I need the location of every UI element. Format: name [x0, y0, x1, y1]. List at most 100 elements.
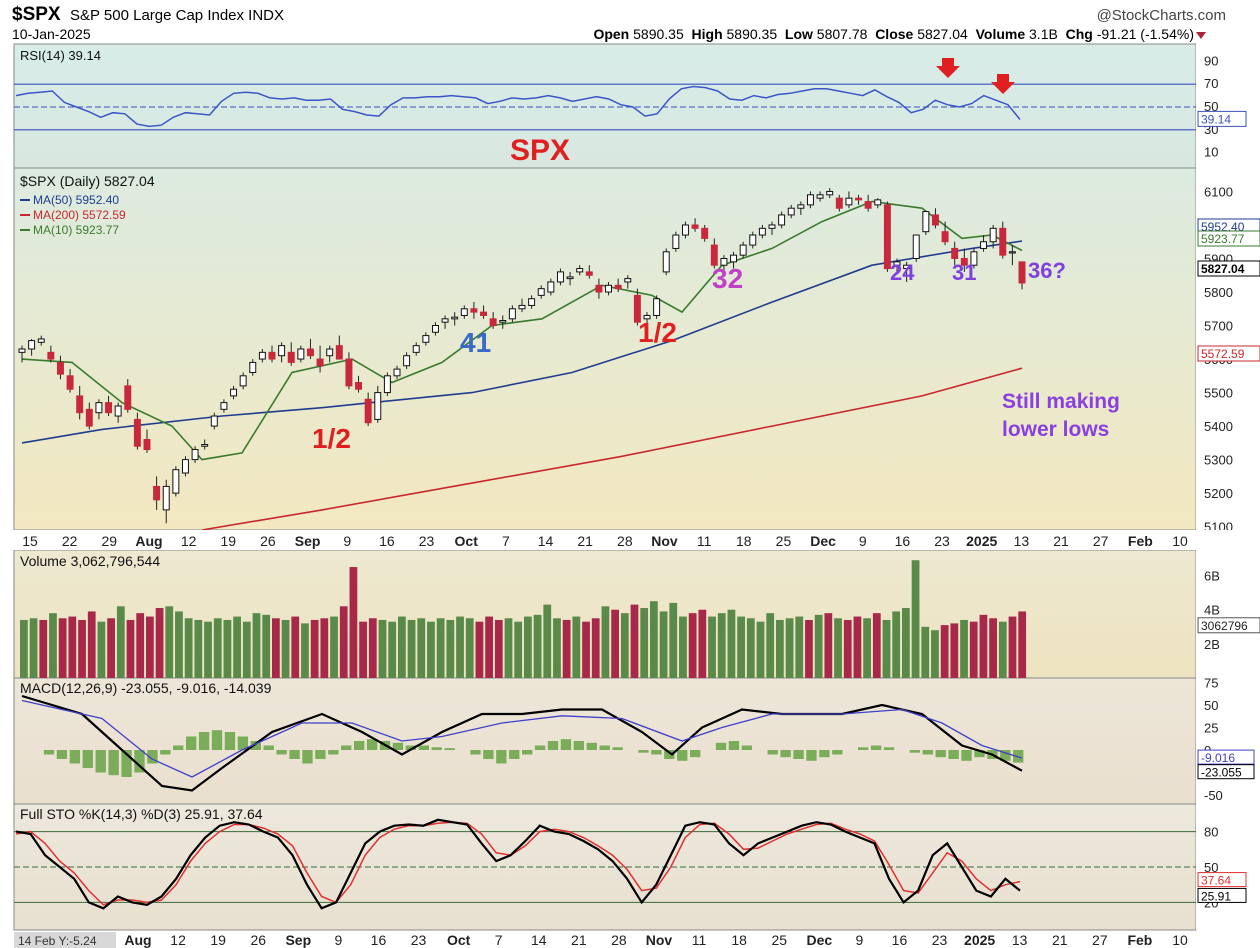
macd-title: MACD(12,26,9) -23.055, -9.016, -14.039	[20, 680, 272, 696]
candle-body	[412, 345, 420, 353]
volume-bar	[756, 621, 765, 678]
candle-body	[326, 348, 334, 357]
macd-histogram-bar	[793, 750, 804, 759]
candle-body	[489, 318, 497, 327]
volume-bar	[572, 616, 581, 678]
candle-body	[672, 234, 680, 249]
rsi-tick-label: 50	[1204, 99, 1218, 114]
candle-body	[864, 201, 872, 209]
candle-body	[730, 254, 738, 263]
volume-bar	[727, 609, 736, 678]
macd-histogram-bar	[211, 730, 223, 750]
macd-histogram-bar	[95, 750, 106, 773]
sto-tick-label: 50	[1204, 860, 1218, 875]
annotation-text: SPX	[510, 134, 570, 167]
candle-body	[172, 469, 180, 494]
volume-bar	[368, 618, 377, 678]
volume-bar	[679, 616, 687, 678]
volume-bar	[998, 621, 1007, 678]
candle-body	[210, 415, 218, 427]
candle-body	[816, 194, 824, 199]
macd-histogram-bar	[69, 750, 81, 764]
candle-body	[278, 345, 286, 357]
candle-body	[999, 227, 1007, 256]
sto-tick-label: 80	[1204, 825, 1218, 840]
rsi-last-value-box	[1197, 110, 1247, 127]
volume-bar	[58, 618, 67, 678]
volume-bar	[320, 618, 329, 678]
candle-body	[268, 351, 276, 360]
volume-bar	[650, 601, 658, 678]
volume-bar	[872, 613, 881, 678]
candle-body	[345, 358, 353, 387]
volume-bar	[737, 616, 745, 678]
volume-bar	[378, 619, 387, 678]
x-tick-label-top: 21	[577, 533, 593, 549]
moving-average-line	[201, 367, 1023, 531]
candle-body	[124, 385, 132, 410]
volume-bar	[911, 560, 920, 678]
volume-bar	[708, 616, 716, 678]
price-tick-label: 6100	[1204, 184, 1233, 199]
candle-body	[778, 214, 786, 226]
macd-histogram-bar	[522, 750, 533, 755]
x-tick-label-bottom: 11	[692, 932, 707, 948]
x-tick-label-top: 12	[181, 533, 197, 549]
high-value: 5890.35	[726, 26, 778, 42]
sto-last-value-box	[1197, 872, 1247, 888]
macd-histogram-bar	[1000, 750, 1011, 761]
candle-body	[95, 402, 103, 414]
candle-body	[768, 224, 776, 229]
volume-bar	[717, 613, 726, 678]
volume-bar	[388, 621, 397, 678]
candle-body	[403, 355, 411, 367]
candle-body	[114, 405, 122, 417]
candle-body	[47, 351, 55, 360]
macd-histogram-bar	[767, 750, 778, 755]
x-tick-label-bottom: 7	[495, 932, 503, 948]
red-down-arrow-icon	[991, 74, 1015, 94]
macd-histogram-bar	[819, 750, 830, 758]
x-tick-label-bottom: 12	[170, 932, 186, 948]
annotation-text: 1/2	[638, 317, 677, 348]
candle-body	[316, 358, 324, 367]
brand-watermark: @StockCharts.com	[1096, 7, 1226, 24]
volume-bar	[155, 608, 164, 678]
x-tick-label-bottom: 14	[531, 932, 547, 948]
candle-body	[28, 340, 36, 350]
macd-histogram-bar	[509, 750, 520, 759]
macd-histogram-bar	[547, 741, 559, 750]
x-tick-label-top: 28	[617, 533, 633, 549]
volume-bar	[417, 618, 426, 678]
x-tick-label-bottom: 2025	[964, 932, 995, 948]
volume-bar	[339, 606, 348, 678]
volume-bar	[562, 619, 571, 678]
macd-histogram-bar	[560, 739, 572, 750]
candle-body	[883, 204, 891, 270]
macd-histogram-bar	[741, 745, 753, 750]
macd-histogram-bar	[534, 745, 546, 750]
volume-bar	[262, 614, 271, 678]
candle-body	[76, 395, 84, 414]
macd-histogram-bar	[961, 750, 972, 761]
volume-bar	[204, 621, 212, 678]
annotation-text: 24	[890, 260, 915, 285]
volume-bar	[611, 609, 619, 678]
volume-bar	[194, 619, 203, 678]
candle-body	[499, 320, 507, 323]
macd-histogram-bar	[289, 750, 300, 759]
volume-bar	[940, 625, 949, 678]
volume-bar	[1008, 616, 1017, 678]
volume-bar	[824, 613, 833, 678]
candle-body	[133, 418, 141, 447]
volume-bar	[223, 619, 232, 678]
volume-bar	[97, 621, 106, 678]
rsi-tick-label: 90	[1204, 53, 1218, 68]
volume-bar	[107, 618, 115, 678]
x-tick-label-top: 7	[502, 533, 510, 549]
macd-histogram-bar	[198, 732, 210, 750]
volume-bar	[659, 611, 668, 678]
x-tick-label-bottom: 21	[1052, 932, 1068, 948]
x-tick-label-bottom: 23	[932, 932, 948, 948]
volume-bar	[427, 621, 435, 678]
